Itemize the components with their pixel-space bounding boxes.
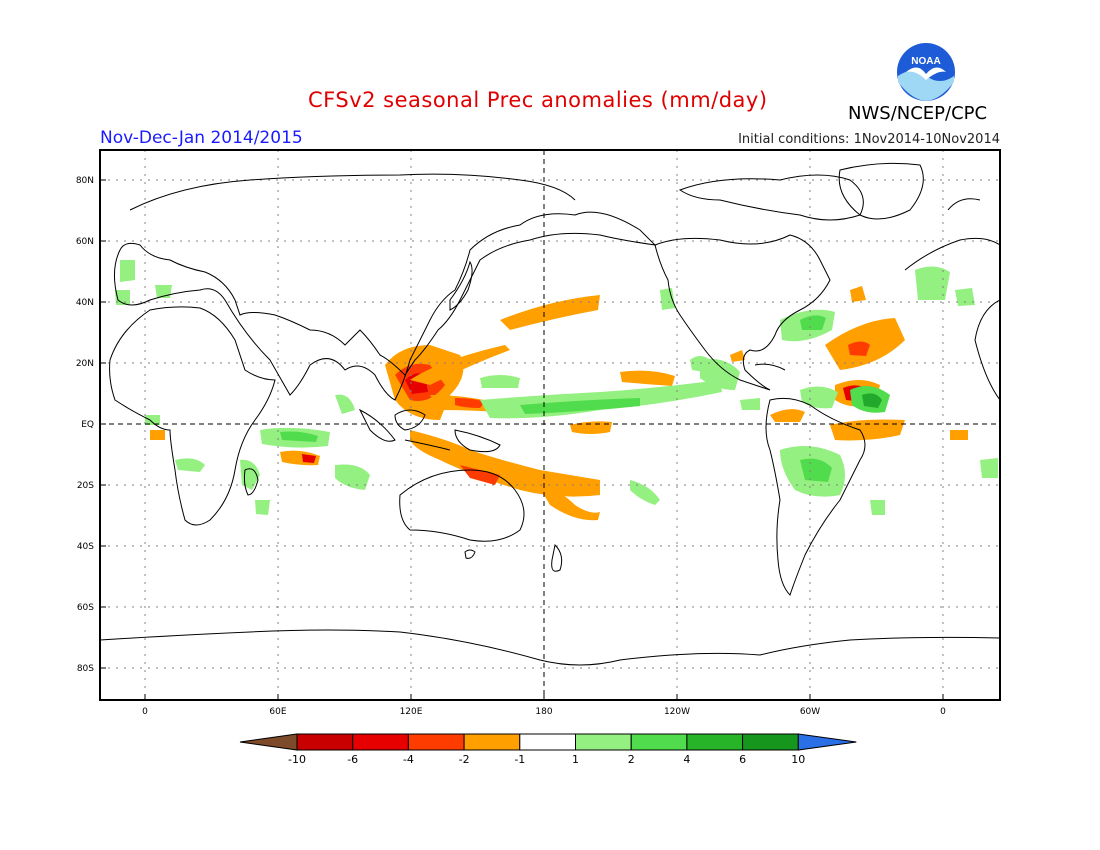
colorbar-label: -6 [347,753,358,766]
map-title: CFSv2 seasonal Prec anomalies (mm/day) [308,88,768,112]
lat-label: 80N [76,176,94,186]
lat-lon-grid [100,150,1000,700]
continent-outlines [100,162,1000,666]
lat-label: 40N [76,298,94,308]
colorbar-label: -4 [403,753,414,766]
agency-label: NWS/NCEP/CPC [848,103,988,124]
lat-label: 20S [77,481,94,491]
lon-label: 60E [269,707,286,717]
lon-label: 0 [940,707,946,717]
longitude-labels: 0 60E 120E 180 120W 60W 0 [142,694,946,717]
colorbar-bin [686,733,744,751]
colorbar-min-arrow [239,733,298,751]
colorbar-bin [352,733,409,751]
lat-label: EQ [81,420,94,430]
colorbar-label: -2 [459,753,470,766]
lat-label: 40S [77,542,94,552]
colorbar-bin [463,733,521,751]
lat-label: 20N [76,359,94,369]
colorbar-bin [742,733,799,751]
latitude-labels: 80N 60N 40N 20N EQ 20S 40S 60S 80S [76,176,106,674]
colorbar-label: -10 [288,753,306,766]
lon-label: 180 [535,707,552,717]
noaa-logo-icon: NOAA [897,43,955,101]
colorbar-max-arrow [797,733,857,751]
lon-label: 120E [400,707,423,717]
initial-conditions: Initial conditions: 1Nov2014-10Nov2014 [738,132,1000,147]
colorbar-label: 6 [739,753,746,766]
lon-label: 0 [142,707,148,717]
lat-label: 60S [77,603,94,613]
forecast-period: Nov-Dec-Jan 2014/2015 [100,128,303,148]
lon-label: 60W [800,707,820,717]
colorbar-bin [575,733,632,751]
equator-dateline [100,150,1000,700]
colorbar-bin [519,733,576,751]
colorbar-bin [296,733,354,751]
colorbar-label: 2 [628,753,635,766]
colorbar-label: 4 [683,753,690,766]
logo-text: NOAA [911,56,940,67]
lon-label: 120W [664,707,690,717]
colorbar-bin [630,733,688,751]
lat-label: 80S [77,664,94,674]
map-frame [99,149,1001,701]
lat-label: 60N [76,237,94,247]
colorbar-bin [407,733,465,751]
colorbar-label: 1 [572,753,579,766]
anomaly-shading [115,260,998,521]
colorbar-label: -1 [514,753,525,766]
colorbar-label: 10 [791,753,805,766]
colorbar: -10 -6 -4 -2 -1 1 2 4 6 10 [239,733,857,766]
